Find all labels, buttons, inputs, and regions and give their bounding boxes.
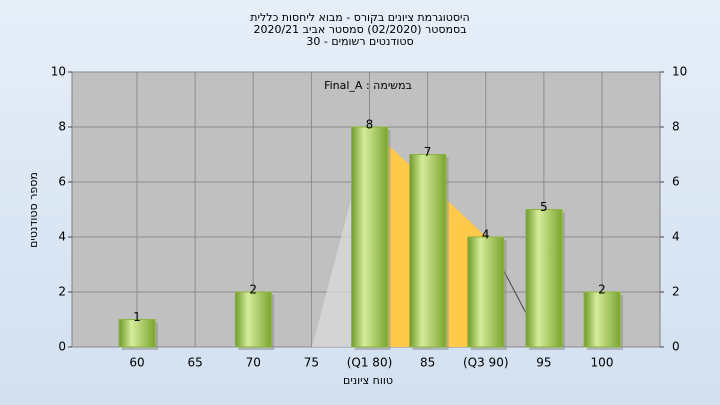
bar (234, 291, 272, 348)
y-tick-label: 2 (58, 285, 66, 299)
x-tick-label: 95 (536, 356, 551, 370)
value-label: 2 (249, 283, 257, 297)
bar (118, 319, 156, 348)
chart-subtitle: סטודנטים רשומים - 30 (306, 35, 413, 48)
y-tick-label: 10 (51, 65, 66, 79)
y-tick-label: 6 (58, 175, 66, 189)
value-label: 5 (540, 200, 548, 214)
y-tick-label: 0 (58, 340, 66, 354)
y2-tick-label: 4 (672, 230, 680, 244)
value-label: 8 (366, 118, 374, 132)
value-label: 2 (598, 283, 606, 297)
y-axis-label: מספר סטודנטים (27, 172, 40, 248)
x-tick-label: (Q3 90) (463, 356, 509, 370)
bar (583, 291, 621, 348)
y2-tick-label: 6 (672, 175, 680, 189)
value-label: 1 (133, 310, 141, 324)
bar (409, 154, 447, 348)
value-label: 7 (424, 145, 432, 159)
y-tick-label: 8 (58, 120, 66, 134)
x-tick-label: (Q1 80) (347, 356, 393, 370)
chart-subtitle: בסמסטר (02/2020) סמסטר אביב 2020/21 (253, 23, 466, 36)
x-tick-label: 85 (420, 356, 435, 370)
x-tick-label: 60 (129, 356, 144, 370)
x-axis-label: טווח ציונים (343, 374, 393, 387)
y2-tick-label: 8 (672, 120, 680, 134)
x-tick-label: 65 (187, 356, 202, 370)
bar (525, 209, 563, 348)
y-tick-label: 4 (58, 230, 66, 244)
x-tick-label: 75 (304, 356, 319, 370)
x-tick-label: 100 (591, 356, 614, 370)
y2-tick-label: 2 (672, 285, 680, 299)
bar (467, 236, 505, 348)
annotation: Final_A : במשימה (324, 79, 412, 92)
chart-title: היסטוגרמת ציונים בקורס - מבוא ליחסות כלל… (250, 11, 469, 24)
y2-tick-label: 10 (672, 65, 687, 79)
x-tick-label: 70 (246, 356, 261, 370)
y2-tick-label: 0 (672, 340, 680, 354)
value-label: 4 (482, 228, 490, 242)
bar (351, 126, 388, 348)
